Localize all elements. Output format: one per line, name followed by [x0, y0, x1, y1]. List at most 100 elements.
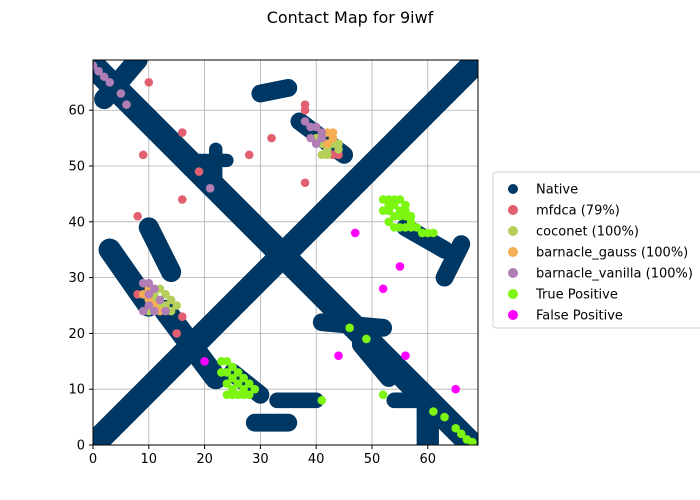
- contact-point: [300, 117, 310, 126]
- contact-point: [468, 437, 477, 445]
- x-tick-label: 30: [252, 452, 269, 467]
- contact-point: [244, 379, 254, 388]
- contact-point: [456, 429, 466, 439]
- legend-marker: [508, 247, 518, 257]
- contact-point: [300, 105, 310, 115]
- legend-label: mfdca (79%): [536, 204, 620, 219]
- legend-label: barnacle_gauss (100%): [536, 246, 688, 261]
- series-false-positive: [200, 228, 460, 394]
- contact-point: [306, 133, 315, 143]
- native-contacts: [93, 60, 478, 445]
- contact-point: [406, 211, 416, 221]
- legend-marker: [508, 268, 518, 278]
- contact-point: [350, 228, 360, 238]
- legend-label: coconet (100%): [536, 225, 639, 240]
- x-tick-label: 20: [196, 452, 213, 467]
- native-contact-band: [251, 78, 298, 103]
- contact-point: [138, 306, 148, 316]
- contact-point: [161, 306, 170, 316]
- contact-point: [133, 211, 142, 221]
- contact-point: [228, 373, 237, 383]
- x-tick-label: 10: [141, 452, 158, 467]
- y-tick-label: 20: [68, 327, 85, 342]
- contact-point: [233, 379, 243, 388]
- plot-frame: [92, 59, 479, 446]
- native-contact-band: [435, 235, 471, 287]
- native-contact-band: [154, 299, 227, 390]
- x-tick-label: 60: [420, 452, 437, 467]
- contact-point: [177, 128, 187, 137]
- y-tick-label: 10: [68, 383, 85, 398]
- contact-point: [311, 139, 321, 148]
- contact-point: [116, 89, 126, 98]
- contact-point: [412, 223, 421, 232]
- contact-point: [378, 284, 388, 294]
- legend-label: barnacle_vanilla (100%): [536, 267, 693, 282]
- contact-point: [250, 384, 260, 394]
- contact-point: [200, 357, 209, 366]
- y-tick-label: 30: [68, 271, 85, 286]
- contact-point: [233, 368, 243, 377]
- contact-point: [311, 122, 321, 132]
- legend-marker: [508, 184, 518, 194]
- contact-point: [161, 290, 170, 299]
- contact-point: [429, 407, 438, 416]
- contact-point: [150, 306, 159, 316]
- contact-point: [144, 290, 154, 299]
- contact-point: [217, 368, 226, 377]
- contact-point: [384, 217, 394, 227]
- contact-point: [300, 178, 310, 188]
- legend-label: True Positive: [535, 288, 618, 303]
- contact-point: [177, 195, 187, 204]
- legend-marker: [508, 205, 518, 215]
- contact-point: [217, 357, 226, 366]
- contact-point: [194, 167, 204, 176]
- series-barnacle-vanilla-100: [93, 61, 327, 316]
- contact-point: [122, 100, 131, 109]
- contact-point: [172, 329, 181, 338]
- legend-label: False Positive: [536, 309, 623, 324]
- contact-point: [222, 379, 232, 388]
- contact-point: [401, 200, 410, 210]
- contact-point: [144, 301, 154, 310]
- contact-point: [317, 396, 327, 405]
- native-contact-band: [94, 60, 148, 110]
- legend-box: [492, 171, 700, 329]
- contact-point: [451, 423, 460, 433]
- axis-ticks: 0 10 20 30 40 50 60 0 10 20 30 40 50 60: [68, 104, 436, 467]
- contact-point: [99, 72, 109, 82]
- contact-point: [267, 133, 276, 143]
- contact-point: [334, 351, 343, 361]
- contact-point: [228, 362, 237, 372]
- legend-label: Native: [536, 183, 578, 198]
- contact-point: [423, 228, 433, 238]
- contact-point: [105, 78, 115, 87]
- legend-marker: [508, 289, 518, 299]
- contact-point: [334, 139, 343, 148]
- contact-point: [323, 150, 332, 160]
- contact-point: [440, 412, 449, 422]
- contact-point: [150, 284, 159, 294]
- contact-point: [222, 390, 232, 400]
- y-tick-label: 0: [77, 439, 85, 454]
- contact-point: [345, 323, 354, 333]
- contact-point: [144, 78, 154, 87]
- y-tick-label: 40: [68, 215, 85, 230]
- x-tick-label: 40: [308, 452, 325, 467]
- legend: Native mfdca (79%) coconet (100%) barnacle_…: [492, 171, 700, 329]
- contact-point: [155, 295, 165, 305]
- contact-point: [362, 334, 371, 344]
- legend-marker: [508, 226, 518, 236]
- contact-point: [244, 390, 254, 400]
- predicted-contacts: [93, 61, 477, 445]
- contact-point: [378, 206, 388, 215]
- x-tick-label: 50: [364, 452, 381, 467]
- y-tick-label: 60: [68, 104, 85, 119]
- contact-point: [244, 150, 254, 160]
- contact-point: [395, 262, 405, 271]
- native-contact-band: [138, 217, 182, 283]
- contact-point: [451, 384, 460, 394]
- contact-point: [395, 195, 405, 204]
- contact-point: [144, 278, 154, 288]
- y-tick-label: 50: [68, 160, 85, 175]
